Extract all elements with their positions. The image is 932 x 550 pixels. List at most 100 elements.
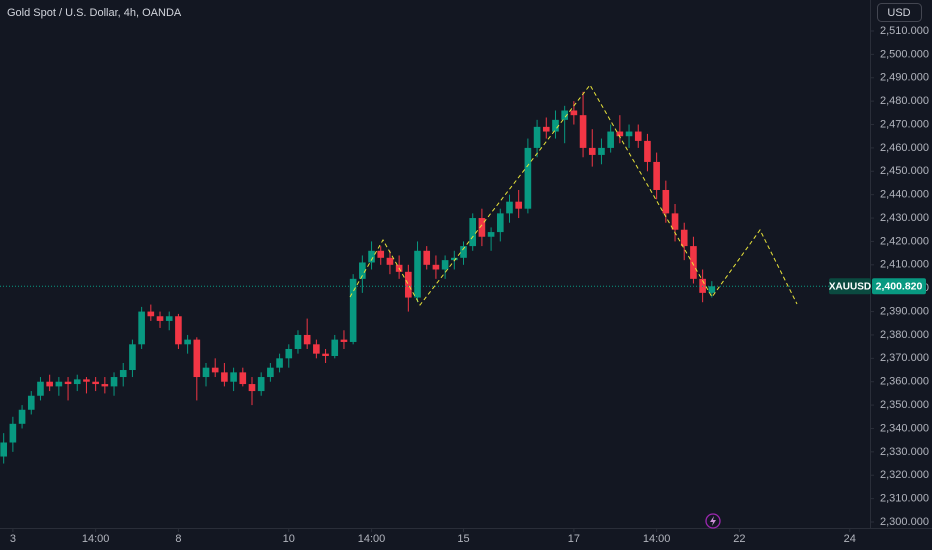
currency-button[interactable] xyxy=(877,3,922,22)
y-tick-label: 2,340.000 xyxy=(880,422,929,434)
y-tick-label: 2,450.000 xyxy=(880,165,929,177)
candle-body xyxy=(552,119,559,132)
candle-body xyxy=(524,147,532,209)
candle-body xyxy=(496,213,504,233)
y-tick-label: 2,420.000 xyxy=(880,235,929,247)
candle-body xyxy=(662,189,670,214)
candle-body xyxy=(248,384,256,392)
y-tick-label: 2,380.000 xyxy=(880,329,929,341)
candle-body xyxy=(83,379,90,382)
last-price-label: 2,400.820 xyxy=(876,281,923,293)
candle-body xyxy=(506,201,513,214)
symbol-tag xyxy=(829,278,871,295)
y-tick-label: 2,410.000 xyxy=(880,259,929,271)
candle-body xyxy=(542,126,550,132)
y-tick-label: 2,470.000 xyxy=(880,118,929,130)
candle-body xyxy=(55,381,63,387)
candle-body xyxy=(644,140,651,162)
y-tick-label: 2,430.000 xyxy=(880,212,929,224)
candle-body xyxy=(322,353,329,356)
candle-body xyxy=(478,218,486,237)
candle-body xyxy=(110,377,118,387)
candle-body xyxy=(469,218,477,247)
candle-body xyxy=(690,246,697,279)
candle-body xyxy=(156,316,164,321)
x-tick-label: 10 xyxy=(283,533,295,545)
candle-body xyxy=(303,334,311,345)
candle-body xyxy=(359,262,366,279)
candle-body xyxy=(27,395,35,410)
candle-body xyxy=(607,131,614,148)
candle-body xyxy=(432,264,440,270)
y-tick-label: 2,350.000 xyxy=(880,399,929,411)
candle-body xyxy=(331,339,339,356)
y-tick-label: 2,360.000 xyxy=(880,376,929,388)
candle-body xyxy=(202,367,210,378)
candle-body xyxy=(257,377,265,392)
candle-body xyxy=(0,442,7,457)
candle-body xyxy=(708,286,716,293)
candle-body xyxy=(165,316,173,321)
y-tick-label: 2,390.000 xyxy=(880,305,929,317)
candle-body xyxy=(423,250,431,265)
candle-body xyxy=(239,372,247,385)
candle-body xyxy=(340,339,348,342)
y-tick-label: 2,460.000 xyxy=(880,142,929,154)
x-tick-label: 14:00 xyxy=(358,533,386,545)
y-tick-label: 2,490.000 xyxy=(880,72,929,84)
candle-body xyxy=(671,213,679,230)
candle-body xyxy=(598,147,605,155)
projection-drawing xyxy=(349,84,798,306)
candle-body xyxy=(37,381,44,396)
y-tick-label: 2,480.000 xyxy=(880,95,929,107)
candle-body xyxy=(276,358,283,368)
y-tick-label: 2,310.000 xyxy=(880,493,929,505)
candle-body xyxy=(230,372,237,382)
chart-title: Gold Spot / U.S. Dollar, 4h, OANDA xyxy=(7,7,182,19)
y-tick-label: 2,500.000 xyxy=(880,48,929,60)
candle-body xyxy=(285,348,293,359)
candle-body xyxy=(533,126,541,148)
x-tick-label: 14:00 xyxy=(82,533,110,545)
candle-body xyxy=(129,344,136,371)
candle-body xyxy=(221,372,228,382)
candle-body xyxy=(441,260,449,270)
candle-body xyxy=(451,257,458,261)
candle-body xyxy=(561,110,568,120)
candle-body xyxy=(92,381,99,385)
x-tick-label: 3 xyxy=(10,533,16,545)
x-tick-label: 15 xyxy=(457,533,469,545)
currency-label: USD xyxy=(887,7,910,19)
candle-body xyxy=(414,250,421,298)
y-tick-label: 2,510.000 xyxy=(880,25,929,37)
candle-body xyxy=(377,250,385,258)
x-tick-label: 17 xyxy=(568,533,580,545)
candle-body xyxy=(138,311,145,345)
candle-body xyxy=(313,344,320,354)
candle-body xyxy=(515,201,522,209)
event-icon[interactable] xyxy=(705,513,721,529)
candle-body xyxy=(616,131,624,137)
candle-body xyxy=(193,339,201,378)
candle-body xyxy=(634,131,642,141)
candle-body xyxy=(680,229,688,247)
last-price-tag xyxy=(872,278,926,295)
candle-body xyxy=(653,161,660,190)
candle-body xyxy=(73,379,81,385)
candle-body xyxy=(46,381,53,387)
y-tick-label: 2,440.000 xyxy=(880,189,929,201)
candle-body xyxy=(184,339,191,345)
symbol-tag-label: XAUUSD xyxy=(829,281,871,292)
x-tick-label: 14:00 xyxy=(643,533,671,545)
candle-body xyxy=(18,409,26,424)
y-tick-label: 2,330.000 xyxy=(880,446,929,458)
x-tick-label: 24 xyxy=(844,533,856,545)
candle-body xyxy=(211,367,219,373)
candle-body xyxy=(267,367,274,378)
candle-body xyxy=(405,271,412,298)
candle-body xyxy=(588,147,596,155)
candle-body xyxy=(9,423,17,443)
